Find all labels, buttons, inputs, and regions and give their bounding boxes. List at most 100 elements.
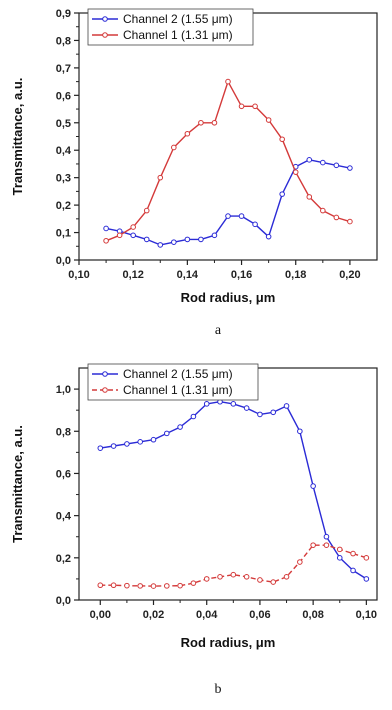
data-point-series-1	[320, 159, 326, 166]
data-point-series-2	[150, 583, 157, 589]
legend-label-1: Channel 2 (1.55 μm)	[123, 367, 233, 381]
y-axis-title: Transmittance, a.u.	[10, 78, 25, 196]
data-point-series-2	[198, 119, 204, 126]
y-axis-title: Transmittance, a.u.	[10, 425, 25, 543]
y-tick-label: 0,7	[56, 63, 71, 75]
data-point-series-2	[270, 579, 277, 585]
data-point-series-2	[243, 574, 250, 580]
data-point-series-2	[177, 582, 183, 589]
data-point-series-2	[297, 559, 303, 565]
data-point-series-2	[279, 136, 285, 143]
legend-box	[87, 8, 254, 46]
y-tick-label: 0,2	[56, 200, 71, 212]
data-point-series-2	[323, 542, 330, 548]
data-point-series-1	[137, 439, 143, 445]
y-tick-label: 0,8	[56, 426, 71, 438]
legend-marker-2	[102, 32, 108, 38]
data-point-series-1	[252, 221, 258, 228]
data-point-series-2	[336, 546, 343, 553]
data-point-series-1	[306, 157, 313, 163]
data-point-series-1	[283, 403, 290, 409]
data-point-series-1	[177, 424, 183, 430]
data-point-series-1	[143, 236, 150, 243]
legend-label-2: Channel 1 (1.31 μm)	[123, 383, 233, 397]
data-point-series-1	[164, 430, 170, 437]
data-point-series-1	[257, 411, 263, 418]
data-point-series-2	[350, 550, 356, 557]
data-point-series-2	[217, 574, 223, 580]
y-tick-label: 0,4	[56, 511, 72, 523]
series-line-1	[100, 401, 367, 580]
data-point-series-1	[124, 441, 130, 447]
data-point-series-1	[198, 236, 204, 243]
series-line-2	[100, 544, 367, 587]
data-point-series-2	[283, 574, 290, 580]
data-point-series-2	[110, 582, 117, 589]
legend-label-2: Channel 1 (1.31 μm)	[123, 28, 233, 42]
data-point-series-1	[265, 233, 272, 240]
y-tick-label: 0,5	[56, 118, 71, 130]
data-point-series-2	[211, 119, 218, 126]
series-line-1	[105, 159, 351, 246]
chart-b: 0,00 0,02 0,04 0,06 0,08 0,10 0,0 0,2 0,4 0,6 0,8 1…	[10, 363, 378, 697]
y-tick-label: 0,6	[56, 468, 71, 480]
data-point-series-1	[150, 436, 157, 443]
data-point-series-1	[279, 191, 285, 197]
data-point-series-2	[238, 103, 245, 110]
y-tick-label: 0,2	[56, 553, 71, 565]
y-tick-label: 0,3	[56, 173, 71, 185]
data-point-series-1	[336, 555, 343, 561]
x-tick-label: 0,02	[143, 609, 164, 621]
x-tick-label: 0,10	[68, 269, 89, 281]
data-point-series-1	[238, 213, 245, 219]
data-point-series-2	[116, 232, 123, 239]
plot-frame	[78, 12, 378, 261]
y-tick-label: 0,8	[56, 35, 71, 47]
data-point-series-2	[306, 194, 313, 200]
x-axis-title: Rod radius, μm	[181, 290, 276, 305]
data-point-series-2	[184, 130, 191, 137]
legend-marker-1	[102, 371, 108, 377]
data-point-series-1	[270, 409, 277, 416]
data-point-series-1	[297, 428, 303, 435]
data-point-series-1	[184, 236, 191, 243]
data-point-series-1	[157, 242, 164, 248]
data-point-series-1	[130, 232, 136, 239]
data-point-series-1	[350, 567, 356, 574]
x-axis-title: Rod radius, μm	[181, 635, 276, 650]
data-point-series-1	[110, 443, 117, 449]
data-point-series-2	[333, 214, 340, 221]
x-tick-label: 0,04	[196, 609, 218, 621]
y-tick-label: 0,9	[56, 8, 71, 20]
data-point-series-2	[230, 571, 237, 578]
x-tick-label: 0,06	[249, 609, 270, 621]
y-tick-label: 0,0	[56, 255, 71, 267]
data-point-series-2	[164, 583, 170, 589]
x-tick-label: 0,18	[285, 269, 306, 281]
y-tick-label: 0,4	[56, 145, 72, 157]
data-point-series-2	[225, 78, 231, 85]
data-point-series-1	[211, 232, 218, 239]
legend-box	[87, 363, 259, 401]
data-point-series-2	[171, 144, 177, 151]
data-point-series-1	[310, 483, 316, 489]
x-tick-label: 0,00	[90, 609, 111, 621]
y-tick-label: 1,0	[56, 384, 71, 396]
data-point-series-2	[292, 169, 299, 175]
data-point-series-2	[97, 582, 104, 589]
data-point-series-1	[363, 576, 370, 582]
y-tick-label: 0,1	[56, 228, 71, 240]
data-point-series-1	[243, 405, 250, 411]
panel-label: b	[215, 682, 222, 697]
data-point-series-2	[137, 583, 143, 589]
data-point-series-1	[347, 165, 353, 171]
data-point-series-1	[203, 401, 210, 407]
y-tick-label: 0,6	[56, 90, 71, 102]
data-point-series-2	[320, 207, 326, 214]
data-point-series-1	[97, 445, 104, 451]
legend-label-1: Channel 2 (1.55 μm)	[123, 12, 233, 26]
x-tick-label: 0,08	[302, 609, 323, 621]
chart-a: 0,10 0,12 0,14 0,16 0,18 0,20 0,0 0,1 0,2 0,3 0,4 0…	[10, 8, 378, 338]
data-point-series-1	[190, 413, 197, 420]
data-point-series-1	[103, 225, 109, 232]
